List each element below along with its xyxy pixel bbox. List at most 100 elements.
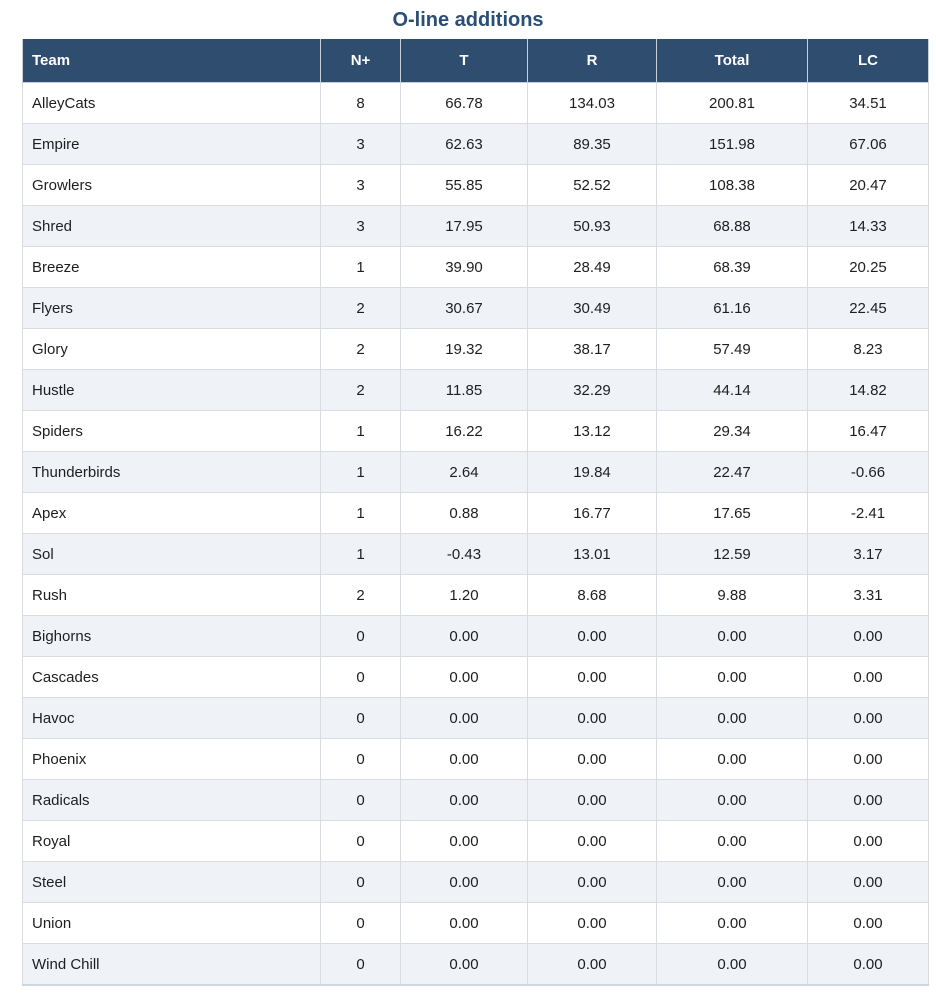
cell-n_plus: 0	[320, 943, 401, 986]
column-header-t: T	[400, 39, 528, 83]
cell-total: 200.81	[656, 82, 808, 124]
cell-n_plus: 2	[320, 574, 401, 616]
table-row: Spiders 1 16.22 13.12 29.34 16.47	[22, 410, 929, 452]
cell-r: 0.00	[527, 697, 657, 739]
cell-lc: 0.00	[807, 697, 929, 739]
cell-team: Breeze	[22, 246, 321, 288]
cell-lc: 14.82	[807, 369, 929, 411]
table-row: Wind Chill 0 0.00 0.00 0.00 0.00	[22, 943, 929, 986]
cell-t: 2.64	[400, 451, 528, 493]
cell-t: 0.88	[400, 492, 528, 534]
cell-r: 0.00	[527, 943, 657, 986]
table-row: Hustle 2 11.85 32.29 44.14 14.82	[22, 369, 929, 411]
cell-team: Radicals	[22, 779, 321, 821]
cell-total: 61.16	[656, 287, 808, 329]
cell-total: 22.47	[656, 451, 808, 493]
column-header-total: Total	[656, 39, 808, 83]
table-row: Breeze 1 39.90 28.49 68.39 20.25	[22, 246, 929, 288]
cell-r: 89.35	[527, 123, 657, 165]
cell-team: Steel	[22, 861, 321, 903]
cell-team: Apex	[22, 492, 321, 534]
cell-lc: 0.00	[807, 738, 929, 780]
cell-r: 32.29	[527, 369, 657, 411]
cell-team: Glory	[22, 328, 321, 370]
cell-r: 0.00	[527, 615, 657, 657]
cell-t: 62.63	[400, 123, 528, 165]
cell-n_plus: 0	[320, 820, 401, 862]
table-row: Bighorns 0 0.00 0.00 0.00 0.00	[22, 615, 929, 657]
cell-total: 0.00	[656, 861, 808, 903]
cell-lc: -2.41	[807, 492, 929, 534]
cell-n_plus: 0	[320, 738, 401, 780]
table-row: Rush 2 1.20 8.68 9.88 3.31	[22, 574, 929, 616]
column-header-n-plus: N+	[320, 39, 401, 83]
cell-lc: 0.00	[807, 779, 929, 821]
table-row: Royal 0 0.00 0.00 0.00 0.00	[22, 820, 929, 862]
table-row: Radicals 0 0.00 0.00 0.00 0.00	[22, 779, 929, 821]
cell-r: 19.84	[527, 451, 657, 493]
cell-n_plus: 2	[320, 287, 401, 329]
cell-total: 12.59	[656, 533, 808, 575]
cell-t: 0.00	[400, 861, 528, 903]
cell-team: Shred	[22, 205, 321, 247]
cell-total: 0.00	[656, 656, 808, 698]
cell-r: 16.77	[527, 492, 657, 534]
table-row: Union 0 0.00 0.00 0.00 0.00	[22, 902, 929, 944]
cell-r: 30.49	[527, 287, 657, 329]
cell-lc: -0.66	[807, 451, 929, 493]
cell-lc: 34.51	[807, 82, 929, 124]
cell-r: 38.17	[527, 328, 657, 370]
cell-r: 13.12	[527, 410, 657, 452]
cell-team: Wind Chill	[22, 943, 321, 986]
table-row: Growlers 3 55.85 52.52 108.38 20.47	[22, 164, 929, 206]
cell-t: 55.85	[400, 164, 528, 206]
table-row: Steel 0 0.00 0.00 0.00 0.00	[22, 861, 929, 903]
cell-lc: 0.00	[807, 615, 929, 657]
cell-r: 0.00	[527, 820, 657, 862]
cell-total: 108.38	[656, 164, 808, 206]
cell-t: 11.85	[400, 369, 528, 411]
cell-t: -0.43	[400, 533, 528, 575]
column-header-r: R	[527, 39, 657, 83]
cell-t: 0.00	[400, 779, 528, 821]
cell-lc: 14.33	[807, 205, 929, 247]
cell-total: 68.39	[656, 246, 808, 288]
table-row: Cascades 0 0.00 0.00 0.00 0.00	[22, 656, 929, 698]
cell-n_plus: 0	[320, 656, 401, 698]
cell-r: 0.00	[527, 656, 657, 698]
cell-r: 0.00	[527, 902, 657, 944]
cell-lc: 3.17	[807, 533, 929, 575]
cell-r: 0.00	[527, 861, 657, 903]
cell-team: Royal	[22, 820, 321, 862]
cell-t: 1.20	[400, 574, 528, 616]
cell-team: Flyers	[22, 287, 321, 329]
cell-team: Hustle	[22, 369, 321, 411]
cell-total: 0.00	[656, 779, 808, 821]
cell-lc: 67.06	[807, 123, 929, 165]
cell-t: 30.67	[400, 287, 528, 329]
table-row: Empire 3 62.63 89.35 151.98 67.06	[22, 123, 929, 165]
cell-n_plus: 0	[320, 902, 401, 944]
cell-team: Bighorns	[22, 615, 321, 657]
oline-additions-table: Team N+ T R Total LC AlleyCats 8 66.78 134.…	[22, 39, 929, 986]
cell-total: 17.65	[656, 492, 808, 534]
table-row: Phoenix 0 0.00 0.00 0.00 0.00	[22, 738, 929, 780]
cell-n_plus: 1	[320, 492, 401, 534]
cell-r: 134.03	[527, 82, 657, 124]
cell-team: Phoenix	[22, 738, 321, 780]
table-row: Apex 1 0.88 16.77 17.65 -2.41	[22, 492, 929, 534]
cell-team: Union	[22, 902, 321, 944]
table-row: Havoc 0 0.00 0.00 0.00 0.00	[22, 697, 929, 739]
cell-total: 0.00	[656, 902, 808, 944]
table-body: AlleyCats 8 66.78 134.03 200.81 34.51 Empire 3 6…	[22, 82, 929, 986]
cell-lc: 3.31	[807, 574, 929, 616]
cell-r: 52.52	[527, 164, 657, 206]
cell-total: 44.14	[656, 369, 808, 411]
cell-t: 39.90	[400, 246, 528, 288]
table-row: Shred 3 17.95 50.93 68.88 14.33	[22, 205, 929, 247]
cell-r: 13.01	[527, 533, 657, 575]
cell-r: 0.00	[527, 738, 657, 780]
cell-total: 9.88	[656, 574, 808, 616]
page-title: O-line additions	[392, 9, 544, 31]
